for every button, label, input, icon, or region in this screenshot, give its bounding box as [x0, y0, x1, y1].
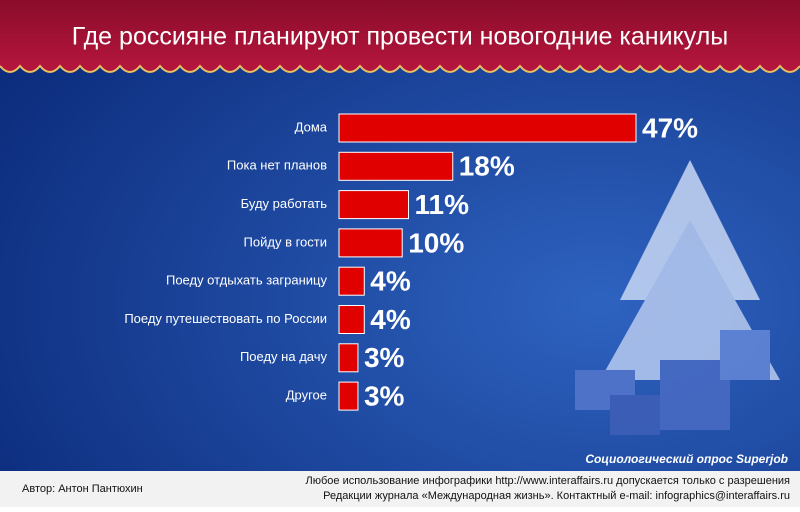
bar: [338, 343, 359, 373]
bar: [338, 266, 365, 296]
value-label: 4%: [370, 266, 411, 297]
value-label: 3%: [364, 380, 405, 411]
banner: [0, 0, 800, 66]
value-label: 10%: [408, 227, 464, 258]
footer: [0, 471, 800, 507]
notice: Любое использование инфографики http://w…: [306, 475, 791, 487]
category-label: Пока нет планов: [227, 158, 327, 173]
author: Автор: Антон Пантюхин: [22, 483, 143, 495]
bar: [338, 381, 359, 411]
bar: [338, 228, 403, 258]
category-label: Другое: [286, 388, 327, 403]
source: Социологический опрос Superjob: [585, 452, 788, 466]
banner-edge: [0, 64, 800, 73]
value-label: 3%: [364, 342, 405, 373]
category-label: Дома: [295, 119, 328, 134]
category-label: Поеду путешествовать по России: [124, 311, 327, 326]
category-label: Пойду в гости: [244, 234, 327, 249]
value-label: 4%: [370, 304, 411, 335]
category-label: Поеду отдыхать заграницу: [166, 273, 328, 288]
bar: [338, 305, 365, 334]
value-label: 11%: [415, 189, 470, 220]
value-label: 18%: [459, 151, 515, 182]
chart-title: Где россияне планируют провести новогодн…: [72, 23, 729, 51]
value-label: 47%: [642, 112, 698, 143]
category-label: Буду работать: [241, 196, 328, 211]
tree: [575, 160, 780, 435]
bar: [338, 151, 454, 181]
bar: [338, 190, 410, 220]
bar: [338, 113, 637, 143]
notice: Редакции журнала «Международная жизнь». …: [323, 490, 790, 502]
category-label: Поеду на дачу: [240, 349, 328, 364]
